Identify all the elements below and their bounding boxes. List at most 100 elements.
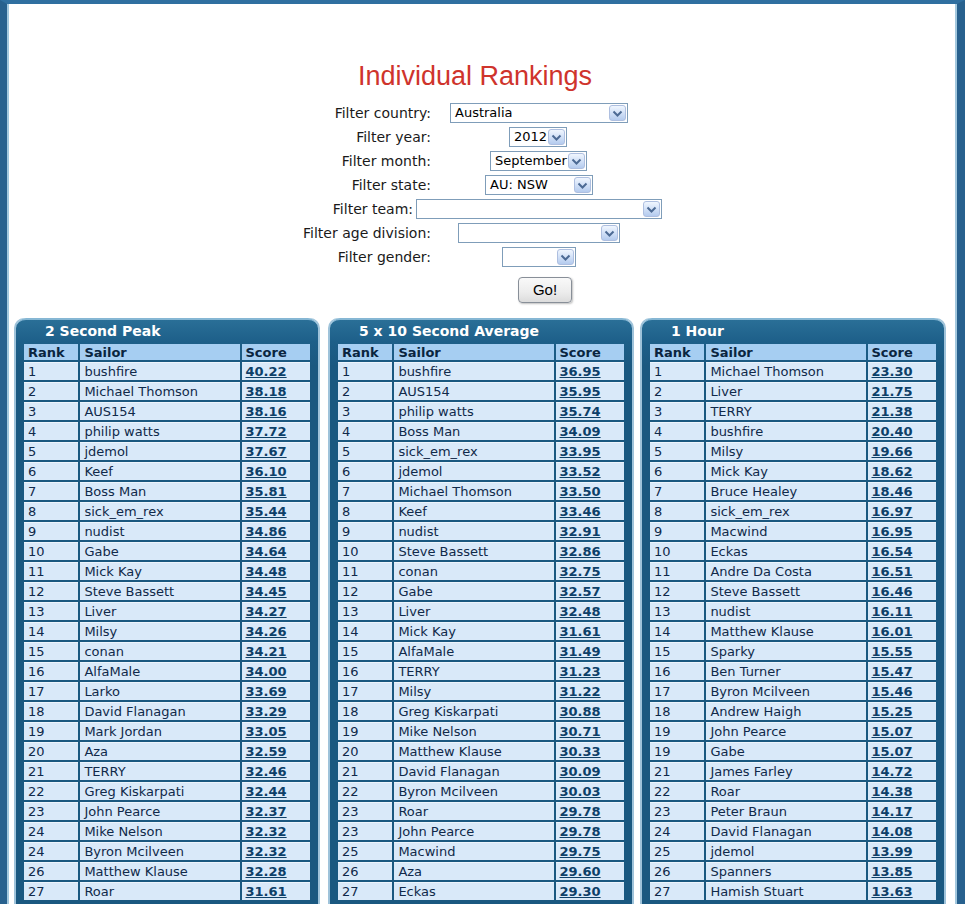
score-link[interactable]: 32.57 <box>560 584 601 599</box>
score-link[interactable]: 30.33 <box>560 744 601 759</box>
score-link[interactable]: 35.44 <box>246 504 287 519</box>
score-link[interactable]: 14.17 <box>872 804 913 819</box>
state-filter-select[interactable]: AU: NSW <box>485 175 593 195</box>
score-link[interactable]: 14.08 <box>872 824 913 839</box>
score-link[interactable]: 16.11 <box>872 604 913 619</box>
score-link[interactable]: 30.71 <box>560 724 601 739</box>
score-link[interactable]: 16.95 <box>872 524 913 539</box>
score-link[interactable]: 32.91 <box>560 524 601 539</box>
score-link[interactable]: 38.18 <box>246 384 287 399</box>
score-link[interactable]: 36.95 <box>560 364 601 379</box>
team-filter-select[interactable] <box>416 199 662 219</box>
score-link[interactable]: 13.99 <box>872 844 913 859</box>
score-link[interactable]: 32.86 <box>560 544 601 559</box>
score-link[interactable]: 15.47 <box>872 664 913 679</box>
year-filter-select[interactable]: 2012 <box>509 127 567 147</box>
score-link[interactable]: 40.22 <box>246 364 287 379</box>
score-link[interactable]: 33.50 <box>560 484 601 499</box>
table-row: 27Hamish Stuart13.63 <box>650 882 936 900</box>
score-link[interactable]: 18.46 <box>872 484 913 499</box>
score-link[interactable]: 31.61 <box>560 624 601 639</box>
score-link[interactable]: 16.97 <box>872 504 913 519</box>
month-filter-select[interactable]: September <box>490 151 587 171</box>
score-link[interactable]: 33.69 <box>246 684 287 699</box>
score-link[interactable]: 32.48 <box>560 604 601 619</box>
score-link[interactable]: 29.75 <box>560 844 601 859</box>
score-link[interactable]: 34.00 <box>246 664 287 679</box>
score-link[interactable]: 30.03 <box>560 784 601 799</box>
score-link[interactable]: 34.27 <box>246 604 287 619</box>
score-link[interactable]: 15.55 <box>872 644 913 659</box>
score-link[interactable]: 32.28 <box>246 864 287 879</box>
score-link[interactable]: 32.46 <box>246 764 287 779</box>
sailor-cell: nudist <box>706 602 865 620</box>
score-link[interactable]: 32.59 <box>246 744 287 759</box>
score-link[interactable]: 33.46 <box>560 504 601 519</box>
table-row: 23John Pearce29.78 <box>338 822 624 840</box>
score-link[interactable]: 18.62 <box>872 464 913 479</box>
score-link[interactable]: 19.66 <box>872 444 913 459</box>
score-link[interactable]: 33.52 <box>560 464 601 479</box>
score-link[interactable]: 15.07 <box>872 744 913 759</box>
score-link[interactable]: 30.88 <box>560 704 601 719</box>
score-link[interactable]: 34.48 <box>246 564 287 579</box>
score-link[interactable]: 35.81 <box>246 484 287 499</box>
score-link[interactable]: 31.22 <box>560 684 601 699</box>
score-link[interactable]: 14.72 <box>872 764 913 779</box>
age-division-filter-select[interactable] <box>458 223 620 243</box>
score-link[interactable]: 32.44 <box>246 784 287 799</box>
score-link[interactable]: 29.78 <box>560 804 601 819</box>
score-link[interactable]: 34.21 <box>246 644 287 659</box>
score-cell: 33.29 <box>242 702 311 720</box>
table-row: 10Gabe34.64 <box>24 542 310 560</box>
sailor-cell: Andre Da Costa <box>706 562 865 580</box>
sailor-cell: bushfire <box>706 422 865 440</box>
score-link[interactable]: 34.26 <box>246 624 287 639</box>
score-link[interactable]: 34.86 <box>246 524 287 539</box>
score-link[interactable]: 21.75 <box>872 384 913 399</box>
score-link[interactable]: 15.25 <box>872 704 913 719</box>
score-link[interactable]: 34.09 <box>560 424 601 439</box>
score-link[interactable]: 34.45 <box>246 584 287 599</box>
score-link[interactable]: 29.78 <box>560 824 601 839</box>
score-link[interactable]: 14.38 <box>872 784 913 799</box>
score-link[interactable]: 29.60 <box>560 864 601 879</box>
score-link[interactable]: 35.74 <box>560 404 601 419</box>
score-link[interactable]: 38.16 <box>246 404 287 419</box>
score-link[interactable]: 36.10 <box>246 464 287 479</box>
rank-cell: 3 <box>650 402 704 420</box>
score-link[interactable]: 16.54 <box>872 544 913 559</box>
go-button[interactable]: Go! <box>518 277 572 303</box>
age-division-filter-label: Filter age division: <box>303 223 431 243</box>
score-link[interactable]: 21.38 <box>872 404 913 419</box>
score-link[interactable]: 16.46 <box>872 584 913 599</box>
score-link[interactable]: 35.95 <box>560 384 601 399</box>
score-link[interactable]: 32.37 <box>246 804 287 819</box>
score-link[interactable]: 20.40 <box>872 424 913 439</box>
score-link[interactable]: 37.67 <box>246 444 287 459</box>
score-link[interactable]: 13.63 <box>872 884 913 899</box>
gender-filter-select[interactable] <box>502 247 576 267</box>
score-link[interactable]: 29.30 <box>560 884 601 899</box>
country-filter-select[interactable]: Australia <box>450 103 628 123</box>
score-link[interactable]: 15.46 <box>872 684 913 699</box>
score-link[interactable]: 16.01 <box>872 624 913 639</box>
score-link[interactable]: 33.95 <box>560 444 601 459</box>
score-link[interactable]: 16.51 <box>872 564 913 579</box>
score-link[interactable]: 32.32 <box>246 824 287 839</box>
score-link[interactable]: 32.75 <box>560 564 601 579</box>
score-link[interactable]: 32.32 <box>246 844 287 859</box>
score-link[interactable]: 37.72 <box>246 424 287 439</box>
score-link[interactable]: 23.30 <box>872 364 913 379</box>
rank-cell: 9 <box>650 522 704 540</box>
score-link[interactable]: 31.49 <box>560 644 601 659</box>
score-link[interactable]: 31.61 <box>246 884 287 899</box>
score-link[interactable]: 31.23 <box>560 664 601 679</box>
score-link[interactable]: 33.29 <box>246 704 287 719</box>
score-link[interactable]: 34.64 <box>246 544 287 559</box>
score-link[interactable]: 30.09 <box>560 764 601 779</box>
score-link[interactable]: 15.07 <box>872 724 913 739</box>
score-link[interactable]: 13.85 <box>872 864 913 879</box>
score-link[interactable]: 33.05 <box>246 724 287 739</box>
table-row: 24Mike Nelson32.32 <box>24 822 310 840</box>
